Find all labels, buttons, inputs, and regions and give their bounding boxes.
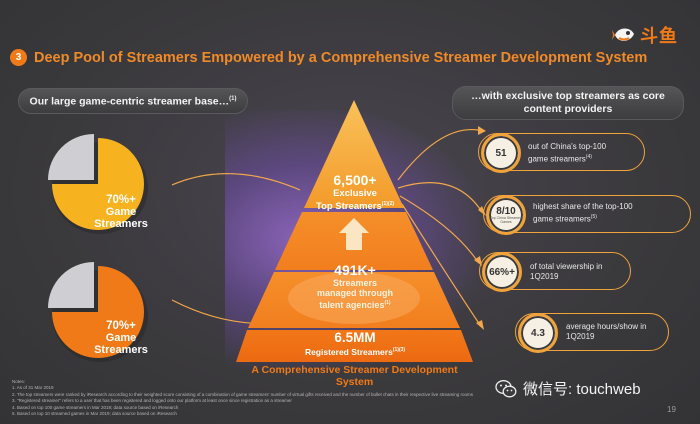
- managed-streamers-line2: managed through: [317, 288, 393, 298]
- pie-2-graphic: [48, 262, 148, 362]
- right-heading-line2: content providers: [523, 103, 613, 115]
- managed-streamers-value: 491K+: [334, 262, 376, 278]
- pyramid-caption: A Comprehensive Streamer Development Sys…: [251, 364, 458, 388]
- stat-1-text: out of China's top-100 game streamers(4): [528, 142, 607, 164]
- stat-4-value: 4.3: [531, 327, 545, 339]
- stat-2-sub: Top China Streamed Games: [490, 215, 522, 224]
- stat-2-value: 8/10: [496, 205, 516, 217]
- pie-1-line2: Streamers: [94, 218, 148, 230]
- stat-4-ring: [515, 313, 669, 351]
- logo: 斗鱼: [612, 22, 678, 48]
- pyramid-top-tier: [304, 100, 404, 208]
- pie-1-other-slice: [48, 134, 94, 180]
- pie-1-game-slice: [52, 138, 144, 230]
- stat-2-circle: 8/10 Top China Streamed Games: [486, 195, 526, 235]
- stat-1-ring: [478, 133, 645, 171]
- page-title: Deep Pool of Streamers Empowered by a Co…: [34, 49, 648, 66]
- managed-streamers-line1: Streamers: [332, 278, 378, 288]
- stat-3-circle: 66%+: [482, 252, 522, 292]
- pie-chart-1: 70%+ Game Streamers: [28, 128, 168, 238]
- section-number: 3: [10, 49, 27, 66]
- pyramid-graphic: [236, 100, 473, 362]
- top-streamers-value: 6,500+: [333, 172, 377, 188]
- pie-2-line2: Streamers: [94, 344, 148, 356]
- registered-streamers-line1: Registered Streamers: [304, 346, 393, 357]
- right-heading-pill: …with exclusive top streamers as core con…: [452, 86, 684, 120]
- stat-1-circle: 51: [481, 133, 521, 173]
- pyramid-top-text: 6,500+ Exclusive Top Streamers(1)(2): [275, 172, 435, 212]
- pie-1-graphic: [48, 134, 148, 234]
- managed-streamers-line3: talent agencies: [319, 300, 385, 310]
- top-streamers-line2: Top Streamers: [315, 201, 382, 213]
- wechat-watermark: 微信号: touchweb: [495, 378, 641, 399]
- pie-2-pct: 70%+: [106, 320, 136, 332]
- pie-2-other-slice: [48, 262, 94, 308]
- top-streamers-note: (1)(2): [381, 201, 395, 207]
- registered-streamers-value: 6.5MM: [334, 330, 376, 345]
- left-heading-pill: Our large game-centric streamer base…(1): [18, 88, 248, 114]
- stat-3-text: of total viewership in 1Q2019: [530, 262, 603, 281]
- pyramid-middle-highlight: [288, 272, 420, 324]
- footnotes: Notes: 1. As of 31 Mar 2019 2. The top s…: [12, 379, 473, 417]
- pie-2-line1: Game: [105, 332, 137, 344]
- stat-3-ring: [479, 252, 631, 290]
- stat-1-value: 51: [495, 147, 507, 159]
- stat-2-text: highest share of the top-100 game streame…: [533, 202, 633, 224]
- stat-2-ring: [483, 195, 691, 233]
- pie-2-label: 70%+ Game Streamers: [86, 320, 156, 356]
- right-heading-line1: …with exclusive top streamers as core: [471, 90, 665, 102]
- pyramid-bottom-text: 6.5MM Registered Streamers(1)(3): [275, 330, 435, 357]
- stat-3-value: 66%+: [489, 266, 515, 278]
- wechat-icon: [495, 379, 517, 397]
- pie-1-label: 70%+ Game Streamers: [86, 194, 156, 230]
- stat-4-text: average hours/show in 1Q2019: [566, 322, 647, 341]
- pie-2-game-slice: [52, 266, 144, 358]
- left-heading-text: Our large game-centric streamer base…: [29, 95, 230, 108]
- left-heading-note: (1): [229, 96, 237, 103]
- pie-chart-2: 70%+ Game Streamers: [28, 256, 168, 366]
- stat-4-circle: 4.3: [518, 313, 558, 353]
- page-number: 19: [667, 405, 676, 414]
- up-arrow-icon: [339, 218, 369, 250]
- wechat-text: 微信号: touchweb: [523, 381, 641, 398]
- douyu-fish-icon: [612, 28, 634, 41]
- registered-streamers-note: (1)(3): [392, 347, 406, 353]
- pie-1-line1: Game: [105, 206, 137, 218]
- slide-header: 3 Deep Pool of Streamers Empowered by a …: [10, 49, 647, 66]
- pyramid-middle-text: 491K+ Streamers managed through talent a…: [275, 262, 435, 310]
- managed-streamers-note: (1): [384, 300, 391, 306]
- pyramid-bottom-tier: [236, 330, 473, 362]
- top-streamers-line1: Exclusive: [333, 188, 377, 199]
- pie-1-pct: 70%+: [106, 194, 136, 206]
- logo-text: 斗鱼: [640, 26, 678, 46]
